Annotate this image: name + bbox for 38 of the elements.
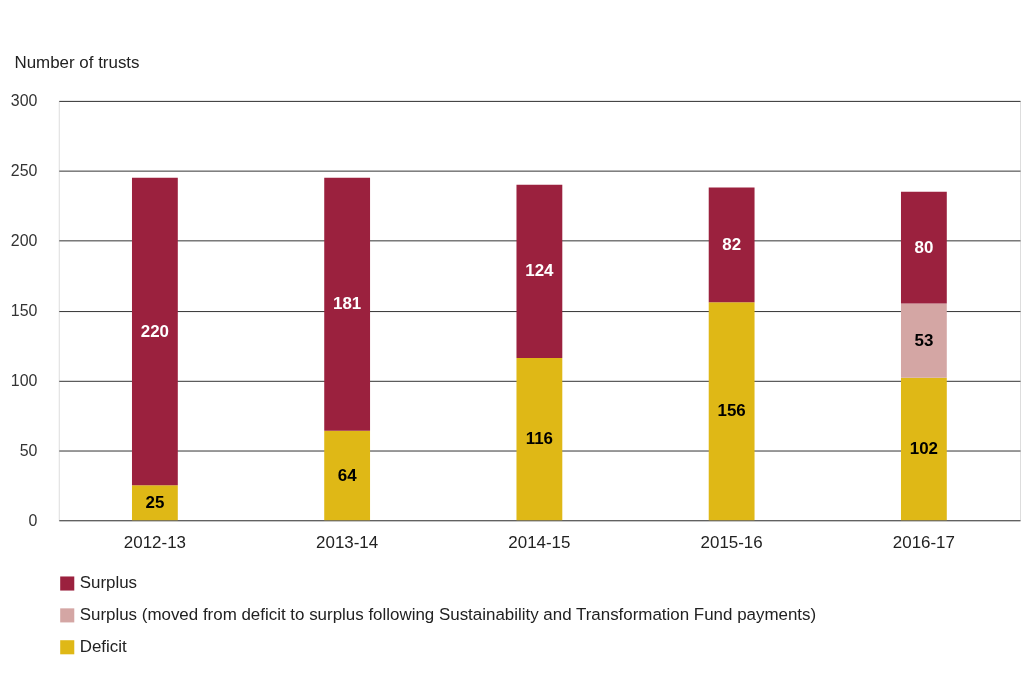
data-label: 53: [914, 330, 934, 350]
y-tick-label: 150: [10, 302, 38, 320]
bar: [131, 485, 178, 521]
x-tick-label: 2013-14: [316, 532, 379, 552]
data-label: 181: [333, 294, 362, 314]
legend-label: Surplus: [79, 573, 138, 593]
x-tick-label: 2012-13: [123, 532, 186, 552]
bar: [131, 177, 178, 486]
data-label: 102: [909, 438, 938, 458]
y-tick-label: 50: [19, 441, 38, 459]
bar: [708, 302, 755, 521]
bar: [324, 177, 371, 431]
bar: [708, 187, 755, 303]
bar: [516, 184, 563, 359]
y-tick-label: 0: [28, 511, 38, 529]
data-label: 80: [914, 237, 934, 257]
y-tick-label: 200: [10, 232, 38, 250]
bar: [900, 191, 947, 304]
x-tick-label: 2016-17: [892, 532, 955, 552]
data-label: 82: [722, 234, 742, 254]
x-tick-label: 2014-15: [508, 532, 571, 552]
data-label: 116: [525, 429, 554, 449]
data-label: 124: [525, 261, 555, 281]
x-tick-label: 2015-16: [700, 532, 763, 552]
bar: [324, 430, 371, 521]
y-tick-label: 250: [10, 162, 38, 180]
y-axis-title: Number of trusts: [14, 52, 140, 72]
bar: [900, 303, 947, 378]
legend-label: Surplus (moved from deficit to surplus following Sustainability and Transformation Fund payments): [79, 605, 817, 625]
y-tick-label: 300: [10, 92, 38, 110]
legend-label: Deficit: [79, 637, 127, 657]
data-label: 156: [717, 401, 746, 421]
data-label: 25: [145, 492, 165, 512]
data-label: 220: [140, 321, 170, 341]
data-label: 64: [337, 465, 358, 485]
bar: [900, 377, 947, 521]
bar: [516, 358, 563, 521]
y-tick-label: 100: [10, 371, 38, 389]
